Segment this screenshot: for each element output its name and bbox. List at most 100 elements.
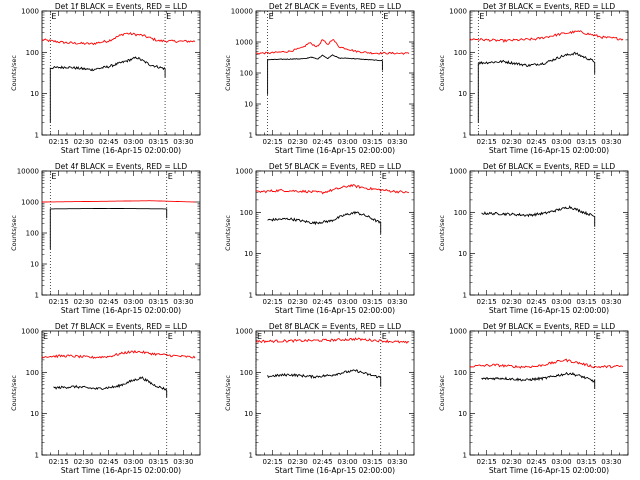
y-tick-label: 10 [458, 90, 467, 98]
chart-panel-9: Det 9f BLACK = Events, RED = LLD 1 10 100 10… [438, 322, 629, 475]
marker-label: E [166, 12, 171, 21]
x-axis-label: Start Time (16-Apr-15 02:00:00) [61, 306, 181, 315]
y-tick-label: 1 [249, 292, 253, 300]
x-tick-label: 02:45 [98, 138, 118, 146]
x-tick-label: 03:15 [576, 138, 596, 146]
x-tick-label: 02:30 [73, 138, 93, 146]
chart-title: Det 9f BLACK = Events, RED = LLD [483, 322, 616, 331]
x-axis-label: Start Time (16-Apr-15 02:00:00) [61, 146, 181, 155]
y-tick-label: 1000 [235, 39, 253, 47]
y-tick-label: 100 [240, 209, 253, 217]
x-tick-label: 02:30 [501, 298, 521, 306]
chart-panel-7: Det 7f BLACK = Events, RED = LLD 1 10 100 10… [10, 322, 201, 475]
marker-label: E [51, 172, 56, 181]
y-tick-label: 100 [26, 369, 39, 377]
y-tick-label: 1 [249, 452, 253, 460]
chart-panel-8: Det 8f BLACK = Events, RED = LLD 1 10 100 10… [224, 322, 415, 475]
x-tick-label: 03:30 [387, 458, 407, 466]
chart-title: Det 1f BLACK = Events, RED = LLD [55, 2, 188, 11]
series-events-line [267, 369, 382, 387]
y-tick-label: 1000 [21, 328, 39, 336]
chart-title: Det 2f BLACK = Events, RED = LLD [269, 2, 402, 11]
x-tick-label: 02:15 [477, 298, 497, 306]
y-tick-label: 1000 [449, 8, 467, 16]
chart-panel-6: Det 6f BLACK = Events, RED = LLD 1 10 100 10… [438, 162, 629, 315]
x-tick-label: 03:15 [362, 138, 382, 146]
y-tick-label: 100 [26, 49, 39, 57]
x-tick-label: 03:30 [601, 458, 621, 466]
y-tick-label: 1 [463, 452, 467, 460]
y-tick-label: 1 [35, 132, 39, 140]
x-tick-label: 02:15 [263, 458, 283, 466]
y-tick-label: 1 [35, 452, 39, 460]
y-tick-label: 1000 [449, 328, 467, 336]
x-tick-label: 02:15 [263, 298, 283, 306]
x-tick-label: 02:30 [287, 298, 307, 306]
x-tick-label: 03:00 [551, 138, 571, 146]
series-lld-line [469, 358, 624, 369]
plot-frame [255, 10, 415, 136]
y-tick-label: 10000 [17, 168, 39, 176]
series-events-line [49, 56, 166, 123]
x-tick-label: 02:30 [501, 138, 521, 146]
x-tick-label: 02:45 [312, 458, 332, 466]
chart-title: Det 4f BLACK = Events, RED = LLD [55, 162, 188, 171]
y-axis-label: Counts/sec [10, 55, 18, 91]
y-axis-label: Counts/sec [438, 55, 446, 91]
marker-label: E [269, 12, 274, 21]
x-tick-label: 03:30 [387, 298, 407, 306]
y-tick-label: 100 [454, 209, 467, 217]
marker-label: E [382, 332, 387, 341]
chart-title: Det 8f BLACK = Events, RED = LLD [269, 322, 402, 331]
y-tick-label: 10 [458, 250, 467, 258]
series-lld-line [469, 30, 624, 44]
series-lld-line [255, 183, 410, 195]
x-tick-label: 03:15 [576, 298, 596, 306]
y-tick-label: 10 [244, 410, 253, 418]
y-axis-label: Counts/sec [438, 215, 446, 251]
x-axis-label: Start Time (16-Apr-15 02:00:00) [61, 466, 181, 475]
series-lld-line [256, 39, 410, 55]
x-tick-label: 02:45 [526, 458, 546, 466]
marker-label: E [596, 12, 601, 21]
x-tick-label: 03:15 [148, 138, 168, 146]
x-tick-label: 02:45 [312, 298, 332, 306]
y-axis-label: Counts/sec [224, 375, 232, 411]
chart-panel-1: Det 1f BLACK = Events, RED = LLD 1 10 100 10… [10, 2, 201, 155]
plot-frame [469, 330, 629, 456]
x-tick-label: 03:15 [576, 458, 596, 466]
x-tick-label: 02:15 [477, 138, 497, 146]
y-tick-label: 100 [454, 369, 467, 377]
y-tick-label: 10 [30, 90, 39, 98]
marker-label: E [51, 12, 56, 21]
y-tick-label: 10 [30, 410, 39, 418]
x-tick-label: 03:30 [173, 138, 193, 146]
series-events-line [481, 371, 596, 389]
x-tick-label: 03:00 [123, 298, 143, 306]
y-axis-label: Counts/sec [10, 375, 18, 411]
x-axis-label: Start Time (16-Apr-15 02:00:00) [489, 146, 609, 155]
marker-label: E [382, 172, 387, 181]
chart-panel-4: Det 4f BLACK = Events, RED = LLD 1 10 100 10… [10, 162, 201, 315]
y-tick-label: 10 [458, 410, 467, 418]
x-tick-label: 03:00 [337, 138, 357, 146]
y-tick-label: 1 [463, 132, 467, 140]
series-events-line [477, 51, 596, 123]
y-tick-label: 10 [244, 101, 253, 109]
y-tick-label: 1000 [235, 168, 253, 176]
x-tick-label: 03:30 [601, 138, 621, 146]
x-axis-label: Start Time (16-Apr-15 02:00:00) [275, 306, 395, 315]
plot-frame [469, 170, 629, 296]
plot-frame [255, 170, 415, 296]
y-tick-label: 1 [249, 132, 253, 140]
y-tick-label: 100 [454, 49, 467, 57]
y-tick-label: 100 [240, 70, 253, 78]
y-tick-label: 100 [240, 369, 253, 377]
series-events-line [267, 211, 382, 234]
chart-panel-2: Det 2f BLACK = Events, RED = LLD 1 10 100 10… [224, 2, 415, 155]
chart-panel-3: Det 3f BLACK = Events, RED = LLD 1 10 100 10… [438, 2, 629, 155]
x-tick-label: 02:45 [98, 298, 118, 306]
x-tick-label: 02:45 [526, 138, 546, 146]
x-tick-label: 03:15 [148, 458, 168, 466]
